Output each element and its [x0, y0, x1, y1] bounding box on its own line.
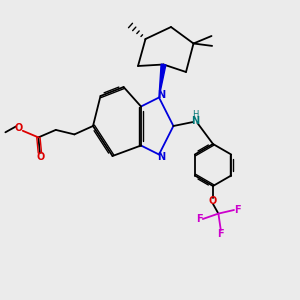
Polygon shape [159, 64, 166, 98]
Text: F: F [196, 214, 203, 224]
Text: F: F [218, 229, 224, 239]
Text: H: H [192, 110, 198, 119]
Text: O: O [209, 196, 217, 206]
Text: O: O [15, 123, 23, 133]
Text: N: N [157, 90, 165, 100]
Text: F: F [234, 205, 240, 215]
Text: N: N [157, 152, 165, 162]
Text: O: O [37, 152, 45, 162]
Text: N: N [191, 116, 199, 126]
